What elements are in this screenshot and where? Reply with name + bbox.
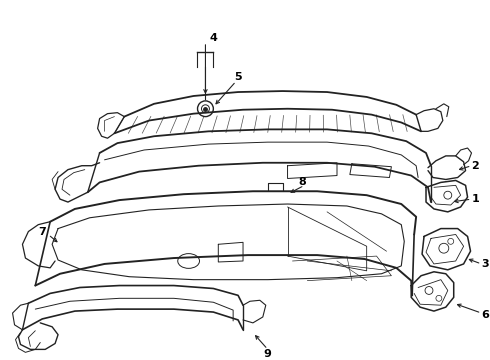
Text: 3: 3: [482, 259, 489, 269]
Text: 1: 1: [471, 194, 479, 204]
Text: 7: 7: [38, 226, 46, 237]
Text: 2: 2: [471, 161, 479, 171]
Text: 4: 4: [209, 33, 217, 43]
Text: 5: 5: [234, 72, 242, 82]
Text: 9: 9: [264, 349, 271, 359]
Text: 8: 8: [298, 177, 306, 188]
Text: 6: 6: [482, 310, 490, 320]
